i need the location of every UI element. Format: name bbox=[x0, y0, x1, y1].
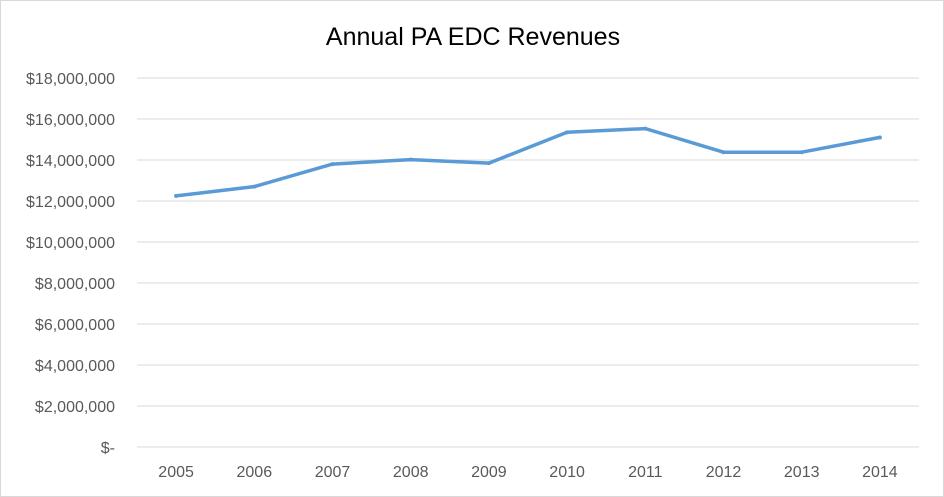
data-point bbox=[877, 135, 882, 140]
y-tick-label: $6,000,000 bbox=[35, 317, 115, 334]
x-tick-label: 2008 bbox=[393, 464, 429, 481]
y-tick-label: $16,000,000 bbox=[26, 112, 115, 129]
data-point bbox=[174, 193, 179, 198]
y-axis-tick-labels: $- $2,000,000 $4,000,000 $6,000,000 $8,000,0… bbox=[26, 71, 115, 457]
data-point bbox=[330, 162, 335, 167]
x-tick-label: 2012 bbox=[706, 464, 742, 481]
data-point bbox=[643, 126, 648, 131]
chart-title: Annual PA EDC Revenues bbox=[325, 23, 621, 51]
x-tick-label: 2007 bbox=[315, 464, 351, 481]
gridlines bbox=[137, 77, 919, 448]
data-point bbox=[408, 157, 413, 162]
y-tick-label: $8,000,000 bbox=[35, 276, 115, 293]
x-axis-tick-labels: 2005 2006 2007 2008 2009 2010 2011 2012 2013 2014 bbox=[158, 464, 897, 481]
x-tick-label: 2013 bbox=[784, 464, 820, 481]
x-tick-label: 2011 bbox=[628, 464, 663, 481]
x-tick-label: 2010 bbox=[549, 464, 585, 481]
y-tick-label: $14,000,000 bbox=[26, 153, 115, 170]
data-point bbox=[799, 150, 804, 155]
series-line bbox=[174, 126, 882, 198]
series-group bbox=[174, 126, 882, 198]
x-tick-label: 2006 bbox=[237, 464, 273, 481]
data-point bbox=[252, 184, 257, 189]
data-point bbox=[565, 130, 570, 135]
x-tick-label: 2014 bbox=[862, 464, 898, 481]
y-tick-label: $18,000,000 bbox=[26, 71, 115, 88]
data-point bbox=[721, 150, 726, 155]
y-tick-label: $2,000,000 bbox=[35, 399, 115, 416]
y-tick-label: $10,000,000 bbox=[26, 235, 115, 252]
y-tick-label: $12,000,000 bbox=[26, 194, 115, 211]
data-point bbox=[486, 161, 491, 166]
y-tick-label: $4,000,000 bbox=[35, 358, 115, 375]
x-tick-label: 2005 bbox=[158, 464, 194, 481]
x-tick-label: 2009 bbox=[471, 464, 507, 481]
y-tick-label: $- bbox=[101, 440, 115, 457]
